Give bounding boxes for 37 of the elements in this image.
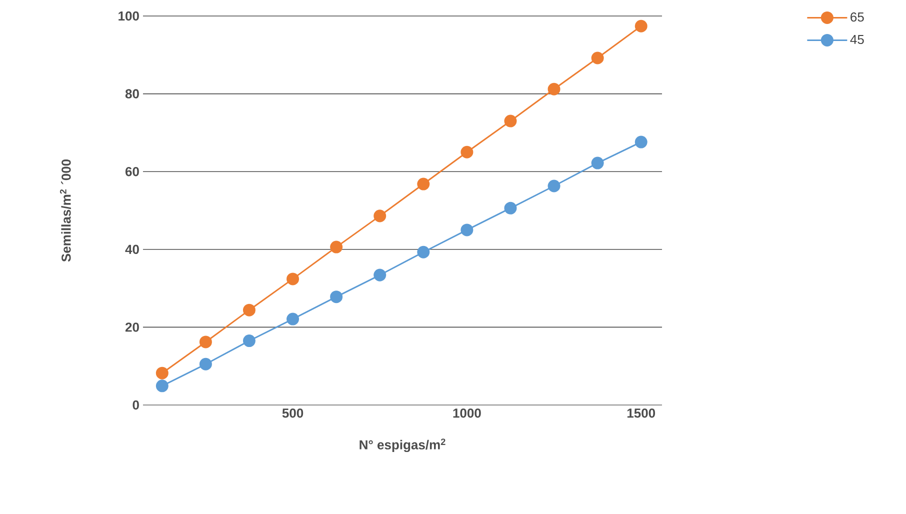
point bbox=[634, 20, 648, 32]
y-tick-label: 80 bbox=[125, 89, 139, 98]
point bbox=[504, 202, 517, 214]
x-tick-label: 1000 bbox=[453, 408, 481, 418]
y-tick-label: 20 bbox=[125, 322, 139, 332]
x-axis-title: N° espigas/m$^{2}$ bbox=[360, 438, 446, 452]
point bbox=[417, 178, 430, 190]
point bbox=[591, 156, 604, 170]
point bbox=[242, 304, 256, 316]
y-tick-label: 100 bbox=[118, 11, 139, 21]
point bbox=[242, 334, 256, 348]
point bbox=[548, 82, 560, 96]
legend-label: 45 bbox=[850, 34, 864, 44]
point bbox=[330, 240, 343, 254]
x-tick-label: 500 bbox=[282, 408, 304, 418]
point bbox=[156, 380, 168, 392]
point bbox=[591, 52, 604, 64]
y-axis-title: Semillas/m$^{2}$ ´000 bbox=[60, 159, 71, 262]
point bbox=[504, 114, 517, 128]
point bbox=[374, 210, 386, 222]
point bbox=[199, 358, 212, 370]
x-tick-label: 1500 bbox=[627, 408, 656, 418]
point bbox=[286, 312, 300, 326]
point bbox=[460, 224, 474, 236]
point bbox=[156, 366, 168, 380]
point bbox=[548, 180, 560, 192]
point bbox=[634, 136, 648, 148]
point bbox=[199, 336, 212, 348]
point bbox=[417, 246, 430, 258]
y-tick-label: 40 bbox=[125, 244, 139, 254]
point bbox=[374, 268, 386, 282]
point bbox=[460, 146, 474, 158]
y-tick-label: 0 bbox=[132, 400, 139, 410]
point bbox=[286, 272, 300, 286]
legend-label: 65 bbox=[850, 12, 864, 22]
y-tick-label: 60 bbox=[125, 166, 139, 176]
point bbox=[330, 290, 343, 304]
